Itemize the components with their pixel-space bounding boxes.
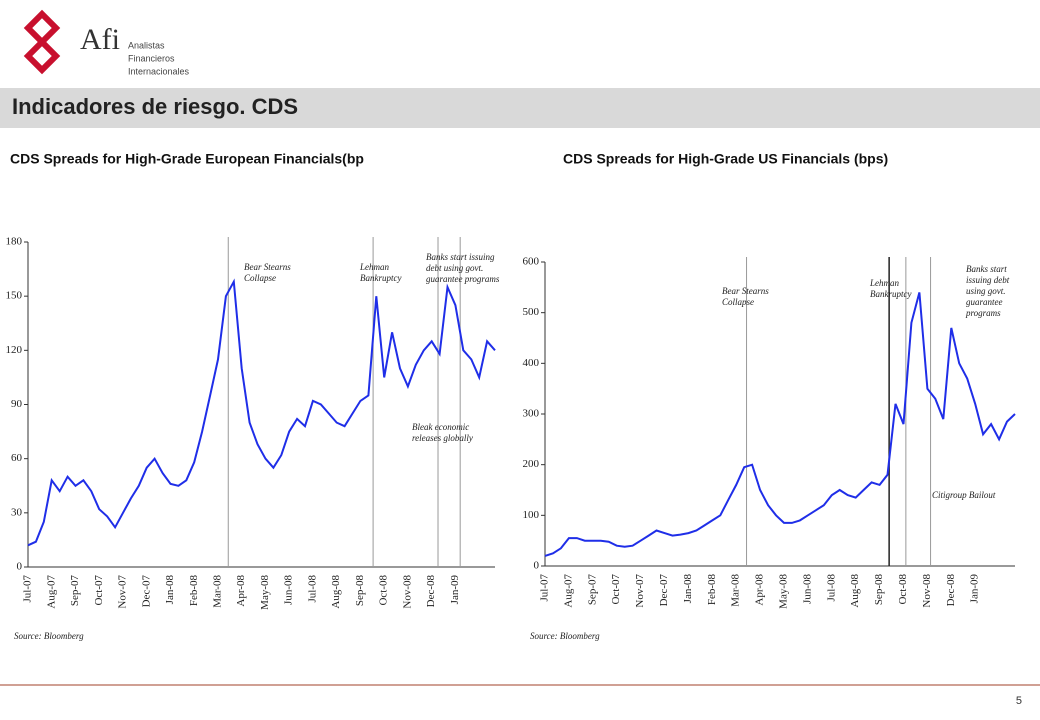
x-tick-label: Jan-09 <box>969 574 981 604</box>
x-tick-label: Feb-08 <box>706 574 718 606</box>
y-tick-label: 150 <box>6 290 23 302</box>
x-tick-label: Aug-07 <box>562 574 574 608</box>
annotation-line: issuing debt <box>966 275 1010 285</box>
y-tick-label: 500 <box>523 306 540 318</box>
x-tick-label: Jan-09 <box>449 575 461 605</box>
y-tick-label: 90 <box>11 398 23 410</box>
slide-title: Indicadores de riesgo. CDS <box>12 94 298 119</box>
annotation: Bear Stearns Collapse <box>722 286 769 307</box>
annotation-line: Bankruptcy <box>870 289 911 299</box>
x-tick-label: Apr-08 <box>235 575 247 607</box>
x-tick-label: Oct-08 <box>378 575 390 606</box>
company-name: Analistas <box>128 40 165 50</box>
x-tick-label: Dec-07 <box>658 574 670 607</box>
x-tick-label: Dec-07 <box>140 575 152 608</box>
annotation-line: Lehman <box>869 278 899 288</box>
annotation: Lehman Bankruptcy <box>359 262 401 283</box>
annotation-line: using govt. <box>966 286 1006 296</box>
x-tick-label: May-08 <box>259 575 271 610</box>
x-tick-label: Jun-08 <box>283 575 295 605</box>
y-tick-label: 0 <box>534 560 540 572</box>
x-tick-label: Mar-08 <box>211 575 223 608</box>
x-tick-label: Jan-08 <box>164 575 176 605</box>
annotation: Lehman Bankruptcy <box>869 278 911 299</box>
x-tick-label: Apr-08 <box>754 574 766 606</box>
logo-text: Afi <box>80 23 120 56</box>
annotation-line: guarantee <box>966 297 1003 307</box>
x-tick-label: Jul-08 <box>306 575 318 603</box>
page-number: 5 <box>1016 695 1022 707</box>
annotation-line: Bear Stearns <box>722 286 769 296</box>
annotation: Bleak economic releases globally <box>412 422 473 443</box>
y-tick-label: 60 <box>11 452 23 464</box>
cds-line <box>27 278 496 547</box>
x-tick-label: Jul-07 <box>539 574 551 602</box>
annotation-line: Citigroup Bailout <box>932 490 996 500</box>
y-tick-label: 300 <box>523 408 540 420</box>
logo-mark <box>23 9 61 75</box>
x-tick-label: May-08 <box>778 574 790 609</box>
chart-title: CDS Spreads for High-Grade European Fina… <box>10 151 364 167</box>
x-tick-label: Aug-08 <box>330 575 342 609</box>
y-tick-label: 100 <box>523 509 540 521</box>
annotation: Banks start issuing debt using govt. guara… <box>426 252 500 284</box>
x-tick-label: Aug-08 <box>849 574 861 608</box>
x-tick-label: Jul-08 <box>825 574 837 602</box>
x-tick-label: Nov-08 <box>921 574 933 608</box>
annotation-line: programs <box>965 308 1001 318</box>
source: Source: Bloomberg <box>14 631 84 641</box>
x-tick-label: Feb-08 <box>188 575 200 607</box>
x-tick-label: Jan-08 <box>682 574 694 604</box>
source: Source: Bloomberg <box>530 631 600 641</box>
x-tick-label: Sep-07 <box>69 575 81 607</box>
x-tick-label: Nov-08 <box>401 575 413 609</box>
company-name: Financieros <box>128 53 175 63</box>
x-tick-label: Dec-08 <box>425 575 437 608</box>
annotation-line: Banks start <box>966 264 1007 274</box>
annotation-line: Bankruptcy <box>360 273 401 283</box>
y-tick-label: 600 <box>523 256 540 268</box>
x-tick-label: Oct-07 <box>610 574 622 605</box>
annotation-line: Banks start issuing <box>426 252 495 262</box>
annotation-line: Lehman <box>359 262 389 272</box>
y-tick-label: 180 <box>6 236 23 248</box>
annotation-line: Collapse <box>244 273 276 283</box>
x-tick-label: Jun-08 <box>801 574 813 604</box>
annotation-line: Bleak economic <box>412 422 469 432</box>
x-tick-label: Aug-07 <box>45 575 57 609</box>
chart-title: CDS Spreads for High-Grade US Financials… <box>563 151 888 167</box>
annotation-line: Bear Stearns <box>244 262 291 272</box>
y-tick-label: 200 <box>523 458 540 470</box>
y-tick-label: 120 <box>6 344 23 356</box>
x-tick-label: Mar-08 <box>730 574 742 607</box>
x-tick-label: Oct-08 <box>897 574 909 605</box>
cds-line <box>544 292 1016 557</box>
y-tick-label: 0 <box>17 561 23 573</box>
x-tick-label: Jul-07 <box>22 575 34 603</box>
x-tick-label: Nov-07 <box>117 575 129 609</box>
x-tick-label: Nov-07 <box>634 574 646 608</box>
x-tick-label: Oct-07 <box>93 575 105 606</box>
y-tick-label: 400 <box>523 357 540 369</box>
company-name: Internacionales <box>128 66 190 76</box>
y-tick-label: 30 <box>11 506 23 518</box>
title-bar <box>0 88 1040 128</box>
x-tick-label: Sep-08 <box>873 574 885 606</box>
annotation: Citigroup Bailout <box>932 490 996 500</box>
annotation-line: Collapse <box>722 297 754 307</box>
x-tick-label: Sep-08 <box>354 575 366 607</box>
x-tick-label: Dec-08 <box>945 574 957 607</box>
annotation: Bear Stearns Collapse <box>244 262 291 283</box>
annotation-line: guarantee programs <box>426 274 500 284</box>
annotation: Banks start issuing debt using govt. guaran… <box>965 264 1010 318</box>
annotation-line: debt using govt. <box>426 263 483 273</box>
annotation-line: releases globally <box>412 433 473 443</box>
x-tick-label: Sep-07 <box>586 574 598 606</box>
